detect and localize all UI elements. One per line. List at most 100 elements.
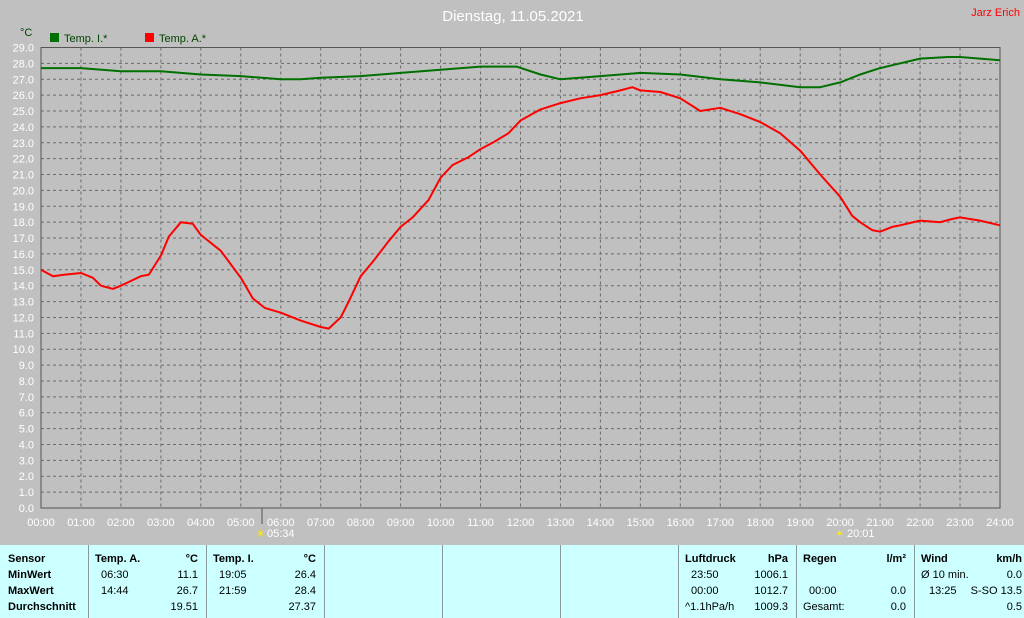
y-axis-ticks: 0.0 1.0 2.0 3.0 4.0 5.0 6.0 7.0 8.0 9.0 10.0 11.0 12… [13,43,34,516]
y-tick-label: 25.0 [13,106,34,118]
y-tick-label: 19.0 [13,201,34,213]
sunrise-marker: ☀ 05:34 [256,508,295,540]
luftdruck-min: 1006.1 [754,569,788,581]
x-tick-label: 00:00 [27,517,55,529]
y-tick-label: 6.0 [19,408,34,420]
y-tick-label: 7.0 [19,392,34,404]
y-tick-label: 22.0 [13,154,34,166]
x-tick-label: 16:00 [667,517,695,529]
chart-grid [41,47,1000,508]
y-tick-label: 11.0 [13,328,34,340]
y-tick-label: 4.0 [19,439,34,451]
x-tick-label: 13:00 [547,517,575,529]
x-tick-label: 04:00 [187,517,215,529]
luftdruck-max: 1012.7 [754,585,788,597]
x-tick-label: 11:00 [467,517,494,529]
x-tick-label: 01:00 [67,517,95,529]
x-tick-label: 06:00 [267,517,295,529]
regen-total-label: Gesamt: [803,601,845,613]
temp-i-max: 28.4 [294,585,316,597]
plot-frame [40,47,1001,509]
regen-head: Regen [803,553,837,565]
wind-avg: 0.0 [1006,569,1022,581]
wind-gust: S-SO 13.5 [970,585,1022,597]
x-tick-label: 20:00 [826,517,854,529]
y-tick-label: 13.0 [13,297,34,309]
panel-empty-1 [324,545,442,618]
sunrise-time: 05:34 [267,528,295,540]
author-label: Jarz Erich [971,7,1020,19]
x-tick-label: 03:00 [147,517,175,529]
series-lines [40,56,1001,330]
sensor-row-max: MaxWert [8,585,54,597]
x-tick-label: 12:00 [507,517,535,529]
luftdruck-current: 1009.3 [754,601,788,613]
panel-temp-a: Temp. A. °C 06:30 11.1 14:44 26.7 19.51 [88,545,206,618]
wind-last: 0.5 [1006,601,1022,613]
x-tick-label: 21:00 [866,517,894,529]
y-tick-label: 17.0 [13,233,34,245]
wind-avg-label: Ø 10 min. [921,569,969,581]
x-tick-label: 09:00 [387,517,415,529]
wind-head: Wind [921,553,948,565]
x-tick-label: 05:00 [227,517,255,529]
sunset-marker: ☀ 20:01 [835,528,875,540]
series-line-outdoor [40,86,1001,330]
series-line-indoor [41,56,1001,89]
regen-value: 0.0 [890,585,906,597]
x-tick-label: 17:00 [707,517,735,529]
legend-label-outdoor: Temp. A.* [159,33,207,45]
temp-i-min-time: 19:05 [219,569,247,581]
regen-unit: l/m² [886,553,906,565]
sensor-head: Sensor [8,553,46,565]
y-tick-label: 27.0 [13,74,34,86]
y-tick-label: 15.0 [13,265,34,277]
x-tick-label: 10:00 [427,517,455,529]
y-tick-label: 1.0 [19,487,34,499]
x-axis-ticks: 00:00 01:00 02:00 03:00 04:00 05:00 06:00 07:00… [27,517,1014,529]
legend-swatch-indoor [50,33,59,42]
y-tick-label: 12.0 [13,312,34,324]
y-tick-label: 28.0 [13,58,34,70]
y-tick-label: 20.0 [13,185,34,197]
temp-a-max-time: 14:44 [101,585,129,597]
sunset-time: 20:01 [847,528,875,540]
panel-wind: Wind km/h Ø 10 min. 0.0 13:25 S-SO 13.5 … [914,545,1024,618]
temp-i-unit: °C [303,553,316,565]
temp-a-unit: °C [185,553,198,565]
panel-regen: Regen l/m² 00:00 0.0 Gesamt: 0.0 [796,545,914,618]
y-tick-label: 29.0 [13,43,34,55]
legend-label-indoor: Temp. I.* [64,33,108,45]
temp-a-min-time: 06:30 [101,569,129,581]
luftdruck-trend: ^1.1hPa/h [685,601,735,613]
x-tick-label: 22:00 [906,517,934,529]
sensor-row-min: MinWert [8,569,52,581]
y-tick-label: 0.0 [19,503,34,515]
y-tick-label: 8.0 [19,376,34,388]
x-tick-label: 02:00 [107,517,135,529]
x-tick-label: 14:00 [587,517,615,529]
temp-a-max: 26.7 [176,585,198,597]
temp-a-min: 11.1 [177,569,198,581]
panel-empty-2 [442,545,560,618]
x-tick-label: 15:00 [627,517,655,529]
y-tick-label: 10.0 [13,344,34,356]
panel-temp-i: Temp. I. °C 19:05 26.4 21:59 28.4 27.37 [206,545,324,618]
x-tick-label: 24:00 [986,517,1014,529]
y-tick-label: 21.0 [13,170,34,182]
wind-gust-time: 13:25 [929,585,957,597]
temperature-chart: Dienstag, 11.05.2021 Jarz Erich °C Temp.… [13,7,1020,540]
y-tick-label: 26.0 [13,90,34,102]
temp-a-avg: 19.51 [170,601,198,613]
temp-i-min: 26.4 [294,569,316,581]
y-tick-label: 14.0 [13,281,34,293]
x-tick-label: 23:00 [946,517,974,529]
unit-label: °C [20,27,32,39]
y-tick-label: 23.0 [13,138,34,150]
chart-title: Dienstag, 11.05.2021 [442,8,584,25]
y-tick-label: 2.0 [19,471,34,483]
luftdruck-min-time: 23:50 [691,569,719,581]
y-tick-label: 5.0 [19,424,34,436]
x-tick-label: 19:00 [786,517,814,529]
y-tick-label: 9.0 [19,360,34,372]
